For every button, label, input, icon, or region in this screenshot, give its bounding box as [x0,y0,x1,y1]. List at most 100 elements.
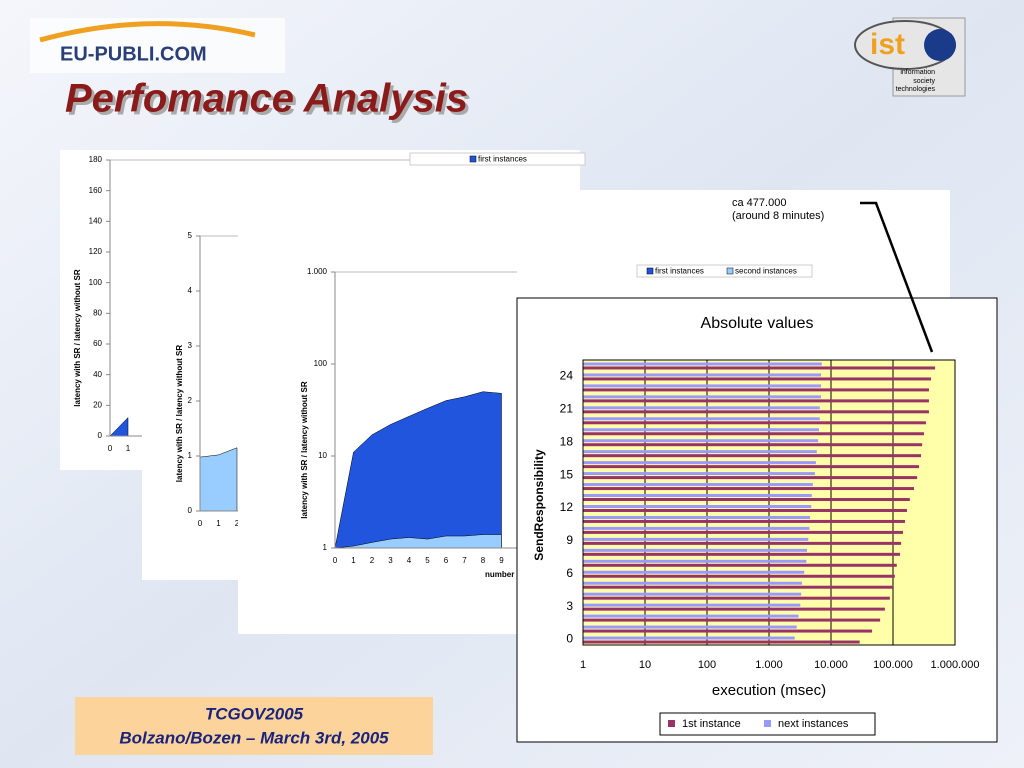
y-tick-label: 0 [188,506,193,515]
legend-swatch [469,155,477,163]
bar [583,366,936,370]
footer-line: TCGOV2005 [205,704,304,723]
bar [583,559,807,563]
y-tick-label: 3 [566,599,573,613]
legend-label: second instances [735,267,797,276]
bar [583,504,812,508]
bar [583,592,802,596]
y-tick-label: 2 [188,396,193,405]
x-tick-label: 3 [388,556,393,565]
bar [583,377,931,381]
x-tick-label: 0 [333,556,338,565]
y-tick-label: 9 [566,533,573,547]
area [199,447,238,512]
footer-line: Bolzano/Bozen – March 3rd, 2005 [119,728,389,747]
bar [583,508,907,512]
x-tick-label: 2 [370,556,375,565]
bar [583,432,924,436]
bar [583,443,923,447]
bar [583,629,873,633]
y-axis-label: latency with SR / latency without SR [175,345,184,483]
bar [583,541,902,545]
bar [583,362,822,366]
legend-label: first instances [655,267,704,276]
bar [583,465,920,469]
bar [583,526,810,530]
bar [583,585,893,589]
bar [583,596,890,600]
bar [583,519,905,523]
y-tick-label: 140 [89,216,103,225]
footer-box [75,697,433,755]
y-tick-label: 18 [560,434,574,448]
area [334,534,502,549]
bar [583,548,807,552]
bar [583,618,881,622]
x-tick-label: 6 [444,556,449,565]
legend-swatch [668,720,675,727]
legend-box [636,264,813,278]
x-axis-label: execution (msec) [712,682,826,699]
ist-globe [924,29,956,61]
y-tick-label: 120 [89,247,103,256]
y-tick-label: 20 [93,400,102,409]
bar [583,487,914,491]
bar [583,574,895,578]
y-tick-label: 21 [560,401,574,415]
annotation-line [860,201,934,353]
bar [583,384,822,388]
slide-title: Perfomance Analysis [65,77,468,121]
bar [583,515,811,519]
bar [583,472,815,476]
x-tick-label: 1.000.000 [931,659,980,671]
bar [583,636,795,640]
title-shadow: Perfomance Analysis [68,80,471,124]
bar [583,417,820,421]
bar [583,395,822,399]
bar [583,603,801,607]
bar [583,476,918,480]
x-tick-label: 10 [639,659,651,671]
bar [583,421,926,425]
x-tick-label: 5 [425,556,430,565]
x-tick-label: 9 [499,556,504,565]
y-tick-label: 15 [560,467,574,481]
legend-swatch [726,267,734,275]
bar [583,614,799,618]
legend-label: 1st instance [682,718,741,730]
y-tick-label: 1 [323,543,328,552]
bar [583,640,860,644]
x-tick-label: 100 [698,659,716,671]
legend-box [409,152,586,166]
y-tick-label: 100 [314,359,328,368]
x-axis-label: number [485,570,514,579]
y-tick-label: 160 [89,186,103,195]
x-tick-label: 1 [126,444,131,453]
bar [583,454,922,458]
bar [583,494,812,498]
y-tick-label: 1.000 [307,267,328,276]
legend-swatch [764,720,771,727]
bar [583,388,929,392]
y-tick-label: 60 [93,339,102,348]
bar [583,498,910,502]
y-tick-label: 12 [560,500,574,514]
y-tick-label: 40 [93,370,102,379]
y-tick-label: 0 [98,431,103,440]
x-tick-label: 1 [580,659,586,671]
bar [583,625,797,629]
legend-label: first instances [478,155,527,164]
ist-line: society [913,78,935,85]
annotation: ca 477.000 [732,197,786,209]
legend-label: next instances [778,718,849,730]
bar [583,483,813,487]
annotation: (around 8 minutes) [732,210,824,222]
bar [583,399,929,403]
x-tick-label: 1.000 [755,659,783,671]
y-tick-label: 24 [560,369,574,383]
area [334,391,502,549]
x-tick-label: 2 [235,519,240,528]
